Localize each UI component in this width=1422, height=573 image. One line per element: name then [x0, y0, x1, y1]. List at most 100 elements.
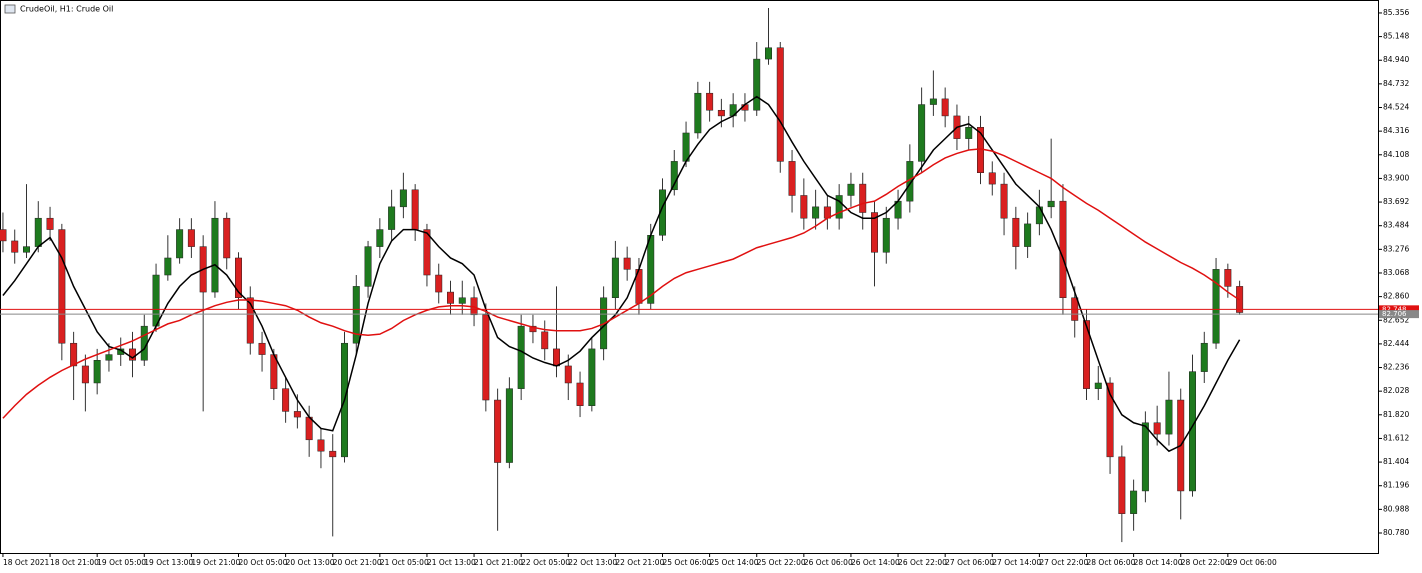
y-tick-label: 81.612 — [1383, 433, 1409, 442]
candle-body — [871, 212, 878, 253]
candle-body — [105, 354, 113, 361]
candle-body — [553, 348, 560, 367]
candle-body — [918, 104, 926, 162]
candle-body — [812, 206, 820, 219]
candle-body — [282, 388, 290, 412]
candle-body — [352, 286, 360, 344]
candle-body — [1141, 422, 1149, 492]
candle-body — [564, 365, 572, 384]
candle-body — [317, 439, 325, 452]
candle-body — [670, 161, 678, 191]
price-label-box — [1379, 305, 1419, 314]
x-tick-label: 20 Oct 13:00 — [286, 558, 335, 567]
x-tick-label: 22 Oct 05:00 — [521, 558, 570, 567]
x-tick-label: 25 Oct 06:00 — [663, 558, 712, 567]
candle-body — [152, 274, 160, 327]
y-tick-label: 83.484 — [1383, 221, 1409, 230]
candle-body — [293, 411, 301, 418]
candle-body — [435, 274, 443, 293]
y-tick-label: 84.524 — [1383, 103, 1409, 112]
y-tick-label: 81.196 — [1383, 481, 1409, 490]
candle-body — [1094, 382, 1102, 389]
candle-body — [1035, 206, 1043, 225]
y-tick-label: 82.444 — [1383, 339, 1409, 348]
y-tick-label: 82.028 — [1383, 386, 1409, 395]
x-tick-label: 19 Oct 05:00 — [97, 558, 146, 567]
x-tick-label: 28 Oct 06:00 — [1087, 558, 1136, 567]
y-tick-label: 81.404 — [1383, 457, 1409, 466]
candle-body — [211, 217, 219, 293]
candle-body — [517, 325, 525, 389]
candle-body — [529, 325, 537, 333]
candle-body — [659, 189, 666, 236]
y-tick-label: 84.108 — [1383, 150, 1409, 159]
candle-body — [988, 172, 996, 185]
x-tick-label: 20 Oct 05:00 — [239, 558, 288, 567]
candle-body — [1153, 422, 1161, 435]
candle-body — [34, 217, 42, 247]
candle-body — [929, 98, 937, 105]
candle-body — [1083, 320, 1090, 389]
candle-body — [1047, 200, 1055, 208]
candle-body — [1012, 217, 1020, 247]
candle-body — [482, 314, 490, 401]
y-tick-label: 80.988 — [1383, 504, 1409, 513]
candle-body — [706, 92, 714, 111]
candle-body — [505, 388, 513, 463]
x-tick-label: 29 Oct 06:00 — [1228, 558, 1277, 567]
x-tick-label: 22 Oct 21:00 — [615, 558, 664, 567]
candle-body — [23, 246, 30, 253]
x-tick-label: 18 Oct 2021 — [3, 558, 50, 567]
chart-icon — [4, 4, 16, 14]
y-tick-label: 81.820 — [1383, 410, 1409, 419]
candle-body — [388, 206, 396, 230]
candle-body — [847, 183, 855, 196]
candle-body — [765, 47, 772, 60]
y-tick-label: 83.900 — [1383, 173, 1409, 182]
price-label: 82.748 — [1382, 305, 1407, 313]
x-tick-label: 26 Oct 22:00 — [898, 558, 947, 567]
y-tick-label: 83.068 — [1383, 268, 1409, 277]
candle-body — [1212, 269, 1220, 344]
x-tick-label: 27 Oct 06:00 — [945, 558, 994, 567]
candle-body — [1024, 223, 1032, 247]
chart-title: CrudeOil, H1: Crude Oil — [20, 5, 113, 14]
candle-body — [694, 92, 702, 134]
candle-body — [623, 257, 631, 270]
x-tick-label: 20 Oct 21:00 — [333, 558, 382, 567]
candle-body — [541, 331, 549, 350]
candle-body — [1130, 490, 1138, 514]
candle-body — [588, 348, 596, 406]
candle-body — [882, 217, 890, 253]
y-tick-label: 82.652 — [1383, 315, 1409, 324]
y-tick-label: 84.732 — [1383, 79, 1409, 88]
candle-body — [70, 342, 78, 367]
candle-body — [576, 382, 584, 406]
candle-body — [859, 183, 867, 213]
candle-body — [364, 246, 372, 287]
candle-body — [447, 291, 454, 304]
candle-body — [788, 161, 796, 196]
x-tick-label: 21 Oct 05:00 — [380, 558, 429, 567]
x-tick-label: 28 Oct 22:00 — [1181, 558, 1230, 567]
candle-body — [58, 229, 66, 344]
candle-body — [611, 257, 619, 299]
y-tick-label: 83.692 — [1383, 197, 1409, 206]
candle-body — [81, 365, 89, 384]
x-tick-label: 28 Oct 14:00 — [1134, 558, 1183, 567]
x-tick-label: 26 Oct 06:00 — [804, 558, 853, 567]
price-label: 82.706 — [1382, 310, 1407, 318]
x-tick-label: 19 Oct 13:00 — [144, 558, 193, 567]
candle-body — [753, 58, 761, 111]
y-tick-label: 82.860 — [1383, 292, 1409, 301]
candle-body — [800, 195, 808, 219]
plot-frame — [0, 0, 1379, 554]
candle-body — [258, 342, 266, 355]
candle-body — [458, 297, 466, 304]
candle-body — [494, 399, 502, 463]
x-tick-label: 25 Oct 22:00 — [757, 558, 806, 567]
candle-body — [399, 189, 407, 208]
candle-body — [0, 229, 7, 242]
candle-body — [1059, 200, 1067, 299]
